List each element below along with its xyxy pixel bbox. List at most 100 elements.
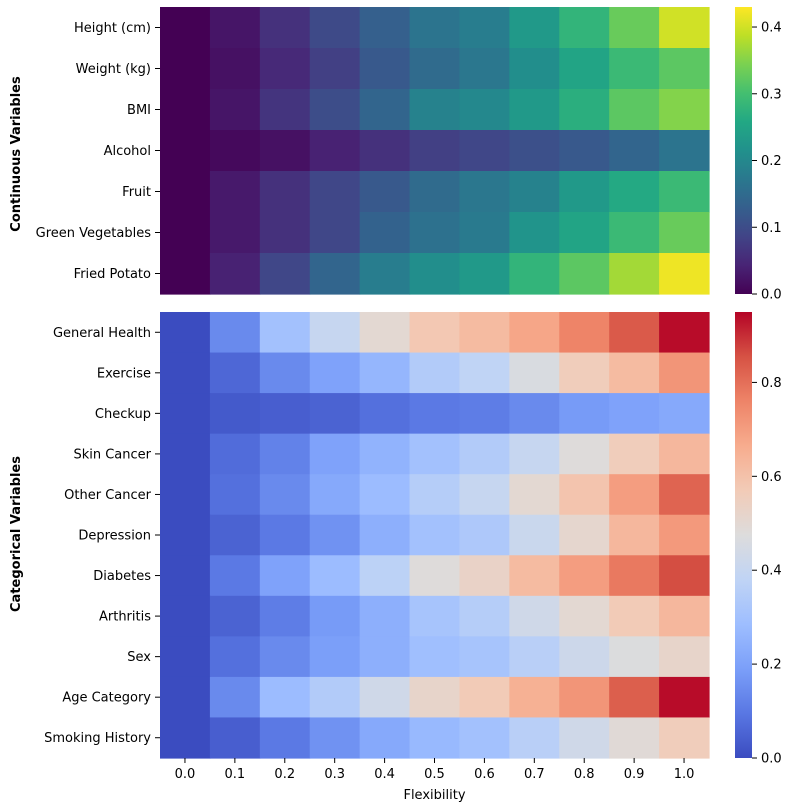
heatmap-cell xyxy=(609,636,660,678)
heatmap-cell xyxy=(509,717,560,759)
heatmap-cell xyxy=(559,555,610,597)
heatmap-cell xyxy=(160,474,211,516)
heatmap-cell xyxy=(359,89,411,131)
heatmap-cell xyxy=(659,89,710,131)
row-label: Smoking History xyxy=(44,731,151,746)
row-label: Arthritis xyxy=(99,610,151,625)
heatmap-cell xyxy=(559,253,610,295)
heatmap-cell xyxy=(309,48,361,90)
column-label: 0.4 xyxy=(374,767,395,782)
heatmap-cell xyxy=(659,595,710,637)
heatmap-cell xyxy=(459,514,510,556)
heatmap-cell xyxy=(509,676,560,719)
heatmap-cell xyxy=(359,676,411,719)
row-label: Other Cancer xyxy=(64,488,151,503)
heatmap-cell xyxy=(259,474,311,516)
heatmap-cell xyxy=(559,514,610,556)
heatmap-cell xyxy=(559,48,610,90)
heatmap-cell xyxy=(559,595,610,637)
heatmap-cell xyxy=(609,474,660,516)
heatmap-cell xyxy=(359,595,411,637)
colorbar-tick-label: 0.2 xyxy=(761,154,782,169)
heatmap-cell xyxy=(559,433,610,475)
heatmap-cell xyxy=(409,352,461,394)
heatmap-cell xyxy=(259,171,311,213)
heatmap-cell xyxy=(609,717,660,759)
heatmap-cell xyxy=(659,312,710,354)
heatmap-cell xyxy=(160,636,211,678)
heatmap-cell xyxy=(209,474,261,516)
heatmap-cell xyxy=(160,514,211,556)
heatmap-cell xyxy=(509,212,560,254)
heatmap-cell xyxy=(259,89,311,131)
heatmap-cell xyxy=(509,7,560,49)
heatmap-cell xyxy=(459,474,510,516)
continuous-axis-label: Continuous Variables xyxy=(9,76,24,232)
heatmap-cell xyxy=(559,636,610,678)
heatmap-cell xyxy=(359,48,411,90)
column-label: 0.8 xyxy=(574,767,595,782)
heatmap-cell xyxy=(359,253,411,295)
heatmap-cell xyxy=(309,212,361,254)
heatmap-cell xyxy=(609,555,660,597)
heatmap-cell xyxy=(409,474,461,516)
heatmap-cell xyxy=(309,7,361,49)
heatmap-cell xyxy=(459,212,510,254)
column-label: 0.3 xyxy=(324,767,345,782)
heatmap-cell xyxy=(209,212,261,254)
heatmap-cell xyxy=(559,393,610,435)
heatmap-cell xyxy=(409,433,461,475)
heatmap-cell xyxy=(459,171,510,213)
continuous-row-labels: Height (cm) Weight (kg) BMI Alcohol Fruit Gre… xyxy=(36,21,160,282)
heatmap-cell xyxy=(309,514,361,556)
heatmap-cell xyxy=(559,7,610,49)
column-label: 0.5 xyxy=(424,767,445,782)
heatmap-cell xyxy=(160,555,211,597)
row-label: Green Vegetables xyxy=(36,226,152,241)
heatmap-cell xyxy=(609,48,660,90)
heatmap-cell xyxy=(559,676,610,719)
heatmap-cell xyxy=(160,130,211,172)
heatmap-cell xyxy=(459,636,510,678)
heatmap-cell xyxy=(259,48,311,90)
flexibility-tick-labels: 0.0 0.1 0.2 0.3 0.4 0.5 0.6 0.7 0.8 0.9 1.0 xyxy=(175,758,694,782)
heatmap-cell xyxy=(209,393,261,435)
heatmap-cell xyxy=(209,514,261,556)
heatmap-cell xyxy=(359,514,411,556)
heatmap-cell xyxy=(459,48,510,90)
column-label: 0.6 xyxy=(474,767,495,782)
row-label: Exercise xyxy=(97,366,151,381)
heatmap-cell xyxy=(559,130,610,172)
colorbar-tick-label: 0.1 xyxy=(761,221,782,236)
heatmap-cell xyxy=(509,433,560,475)
heatmap-cell xyxy=(609,514,660,556)
colorbar-tick-label: 0.2 xyxy=(761,658,782,673)
heatmap-cell xyxy=(409,253,461,295)
heatmap-cell xyxy=(409,171,461,213)
heatmap-cell xyxy=(160,433,211,475)
heatmap-cell xyxy=(309,312,361,354)
heatmap-cell xyxy=(259,352,311,394)
row-label: Sex xyxy=(127,650,151,665)
heatmap-cell xyxy=(609,89,660,131)
heatmap-cell xyxy=(609,130,660,172)
heatmap-cell xyxy=(309,595,361,637)
heatmap-cell xyxy=(359,171,411,213)
heatmap-cell xyxy=(259,514,311,556)
heatmap-cell xyxy=(209,171,261,213)
heatmap-cell xyxy=(309,171,361,213)
heatmap-cell xyxy=(209,595,261,637)
heatmap-cell xyxy=(409,555,461,597)
heatmap-cell xyxy=(309,393,361,435)
colorbar-tick-label: 0.0 xyxy=(761,288,782,303)
heatmap-cell xyxy=(160,393,211,435)
heatmap-cell xyxy=(509,636,560,678)
categorical-row-labels: General Health Exercise Checkup Skin Cancer… xyxy=(44,326,160,746)
heatmap-cell xyxy=(409,676,461,719)
row-label: Checkup xyxy=(95,407,151,422)
categorical-heatmap-cells xyxy=(160,312,710,759)
heatmap-cell xyxy=(259,676,311,719)
heatmap-cell xyxy=(359,636,411,678)
heatmap-cell xyxy=(359,312,411,354)
colorbar-tick-label: 0.8 xyxy=(761,376,782,391)
